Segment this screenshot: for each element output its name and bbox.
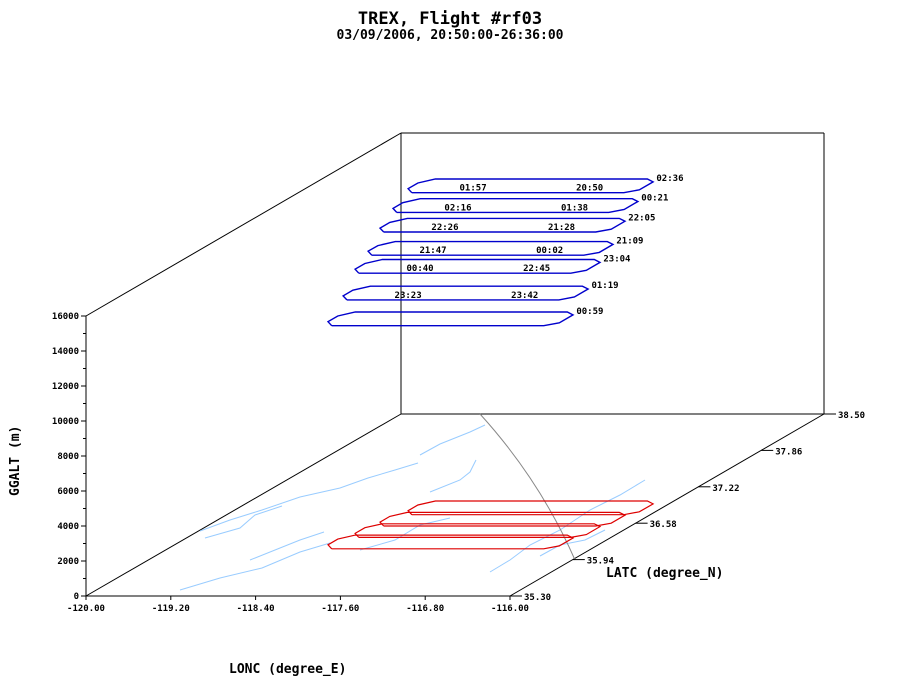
time-annotation: 01:38	[561, 203, 588, 213]
flight-loop	[326, 311, 575, 327]
flight-loop	[378, 217, 627, 233]
terrain-path	[179, 542, 331, 591]
frame-floor-left	[85, 413, 402, 597]
frame-top-left	[85, 132, 402, 317]
flight-loop	[406, 178, 655, 194]
time-annotation: 22:45	[523, 264, 550, 274]
flight-loop	[341, 285, 590, 301]
time-annotation: 00:59	[576, 307, 603, 317]
ground-loop	[379, 511, 627, 527]
time-annotation: 00:40	[406, 264, 433, 274]
box-frame	[85, 132, 825, 597]
z-tick-label: 2000	[57, 557, 79, 567]
time-annotation: 21:47	[419, 246, 446, 256]
x-tick-label: -117.60	[321, 604, 359, 614]
time-annotation: 23:04	[603, 255, 631, 265]
z-tick-label: 10000	[52, 417, 79, 427]
y-tick-label: 35.94	[587, 557, 615, 567]
x-tick-label: -120.00	[67, 604, 105, 614]
terrain-path	[489, 479, 646, 573]
terrain-path	[199, 462, 419, 532]
time-annotation: 01:19	[591, 281, 618, 291]
y-tick-label: 37.22	[712, 484, 739, 494]
y-axis-label: LATC (degree_N)	[606, 566, 723, 581]
time-annotation: 00:02	[536, 246, 563, 256]
time-annotation: 20:50	[576, 184, 603, 194]
ground-loop	[354, 523, 602, 538]
terrain-path	[249, 531, 325, 561]
time-annotation: 02:36	[656, 174, 683, 184]
terrain-path	[539, 529, 606, 557]
flight-track	[326, 178, 655, 327]
time-annotation: 01:57	[460, 184, 487, 194]
time-annotations: 02:36 20:50 01:57 00:21 01:38 02:16 22:05 21:28…	[395, 174, 684, 317]
z-tick-label: 14000	[52, 347, 79, 357]
ground-loop	[327, 534, 575, 550]
z-tick-label: 0	[74, 592, 79, 602]
time-annotation: 22:05	[628, 213, 655, 223]
terrain-lines	[179, 424, 646, 591]
flight-loop	[391, 198, 640, 214]
ground-loop	[407, 500, 655, 516]
x-tick-label: -119.20	[152, 604, 190, 614]
x-tick-label: -116.80	[406, 604, 444, 614]
time-annotation: 21:09	[616, 237, 643, 247]
x-tick-label: -118.40	[237, 604, 275, 614]
time-annotation: 22:26	[431, 223, 458, 233]
z-tick-label: 8000	[57, 452, 79, 462]
terrain-path	[204, 505, 283, 539]
chart-title: TREX, Flight #rf03	[357, 9, 543, 29]
z-tick-label: 12000	[52, 382, 79, 392]
y-tick-label: 38.50	[838, 411, 865, 421]
y-tick-label: 36.58	[650, 520, 677, 530]
flight-loop	[353, 258, 602, 274]
frame-floor-right	[509, 413, 825, 597]
terrain-path	[419, 424, 486, 456]
z-tick-label: 16000	[52, 312, 79, 322]
y-tick-label: 37.86	[775, 447, 802, 457]
time-annotation: 21:28	[548, 223, 575, 233]
z-tick-label: 4000	[57, 522, 79, 532]
z-tick-label: 6000	[57, 487, 79, 497]
time-annotation: 23:23	[395, 291, 422, 301]
x-tick-label: -116.00	[491, 604, 529, 614]
terrain-path	[359, 517, 451, 551]
time-annotation: 00:21	[641, 194, 668, 204]
time-annotation: 23:42	[511, 291, 538, 301]
time-annotation: 02:16	[444, 203, 471, 213]
chart-subtitle: 03/09/2006, 20:50:00-26:36:00	[336, 28, 564, 43]
ground-track	[327, 500, 655, 550]
z-axis-label: GGALT (m)	[8, 426, 23, 496]
x-axis-label: LONC (degree_E)	[229, 662, 346, 677]
flight-loop	[366, 240, 615, 256]
axis-ticks: -120.00 -119.20 -118.40 -117.60 -116.80 -116.…	[52, 312, 865, 614]
y-tick-label: 35.30	[524, 593, 551, 603]
projection-line	[479, 413, 576, 561]
terrain-path	[429, 459, 477, 493]
